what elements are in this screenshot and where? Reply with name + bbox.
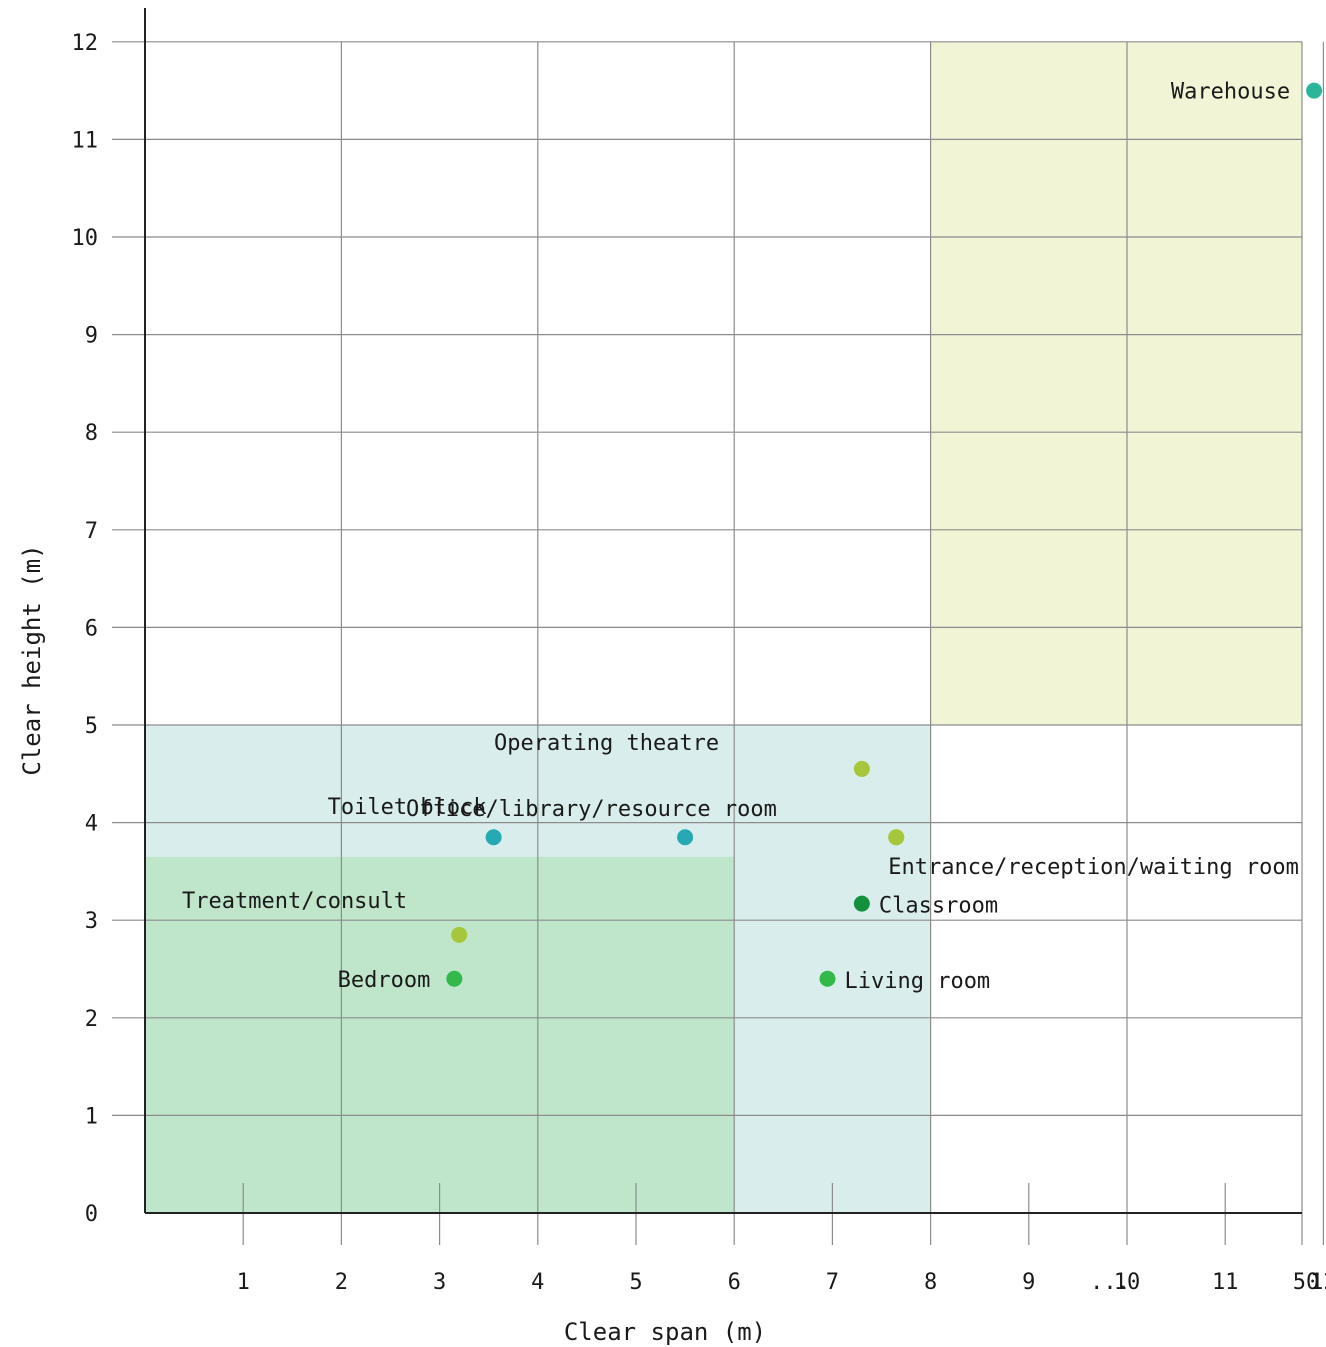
point-label-9: Treatment/consult [182,889,407,914]
y-tick-label-1: 1 [85,1104,98,1129]
y-tick-label-7: 7 [85,519,98,544]
x-tick-label-4: 4 [531,1270,544,1295]
y-tick-label-0: 0 [85,1202,98,1227]
y-tick-label-4: 4 [85,812,98,837]
x-tick-label-6: 6 [728,1270,741,1295]
y-tick-label-5: 5 [85,714,98,739]
x-axis-title: Clear span (m) [564,1318,766,1346]
y-tick-label-10: 10 [72,226,99,251]
y-tick-label-6: 6 [85,616,98,641]
data-point-3 [854,761,870,777]
x-tick-label-1: 1 [237,1270,250,1295]
x-tick-label-5: 5 [629,1270,642,1295]
y-tick-label-8: 8 [85,421,98,446]
data-point-10 [446,971,462,987]
y-tick-label-11: 11 [72,128,99,153]
x-tick-label-9: 9 [1022,1270,1035,1295]
x-tick-label-50: 50 [1293,1270,1320,1295]
y-tick-label-9: 9 [85,324,98,349]
x-tick-label-11: 11 [1212,1270,1239,1295]
data-point-5 [677,829,693,845]
point-label-10: Bedroom [338,968,431,993]
x-tick-label-2: 2 [335,1270,348,1295]
point-label-1: Warehouse [1171,80,1290,105]
y-tick-label-3: 3 [85,909,98,934]
y-axis-title: Clear height (m) [18,544,46,775]
x-axis-break-ellipsis: ... [1090,1270,1130,1295]
x-tick-label-8: 8 [924,1270,937,1295]
data-point-7 [888,829,904,845]
data-point-4 [486,829,502,845]
data-point-1 [1306,83,1322,99]
point-label-6: Office/library/resource room [406,797,777,822]
data-point-9 [451,927,467,943]
data-point-11 [819,971,835,987]
x-tick-label-3: 3 [433,1270,446,1295]
data-point-8 [854,896,870,912]
x-tick-label-7: 7 [826,1270,839,1295]
point-label-11: Living room [844,969,990,994]
y-tick-label-2: 2 [85,1007,98,1032]
point-label-7: Entrance/reception/waiting room [888,855,1299,880]
point-label-8: Classroom [879,894,998,919]
shaded-region-3 [931,42,1302,725]
point-label-3: Operating theatre [494,731,719,756]
y-tick-label-12: 12 [72,31,99,56]
